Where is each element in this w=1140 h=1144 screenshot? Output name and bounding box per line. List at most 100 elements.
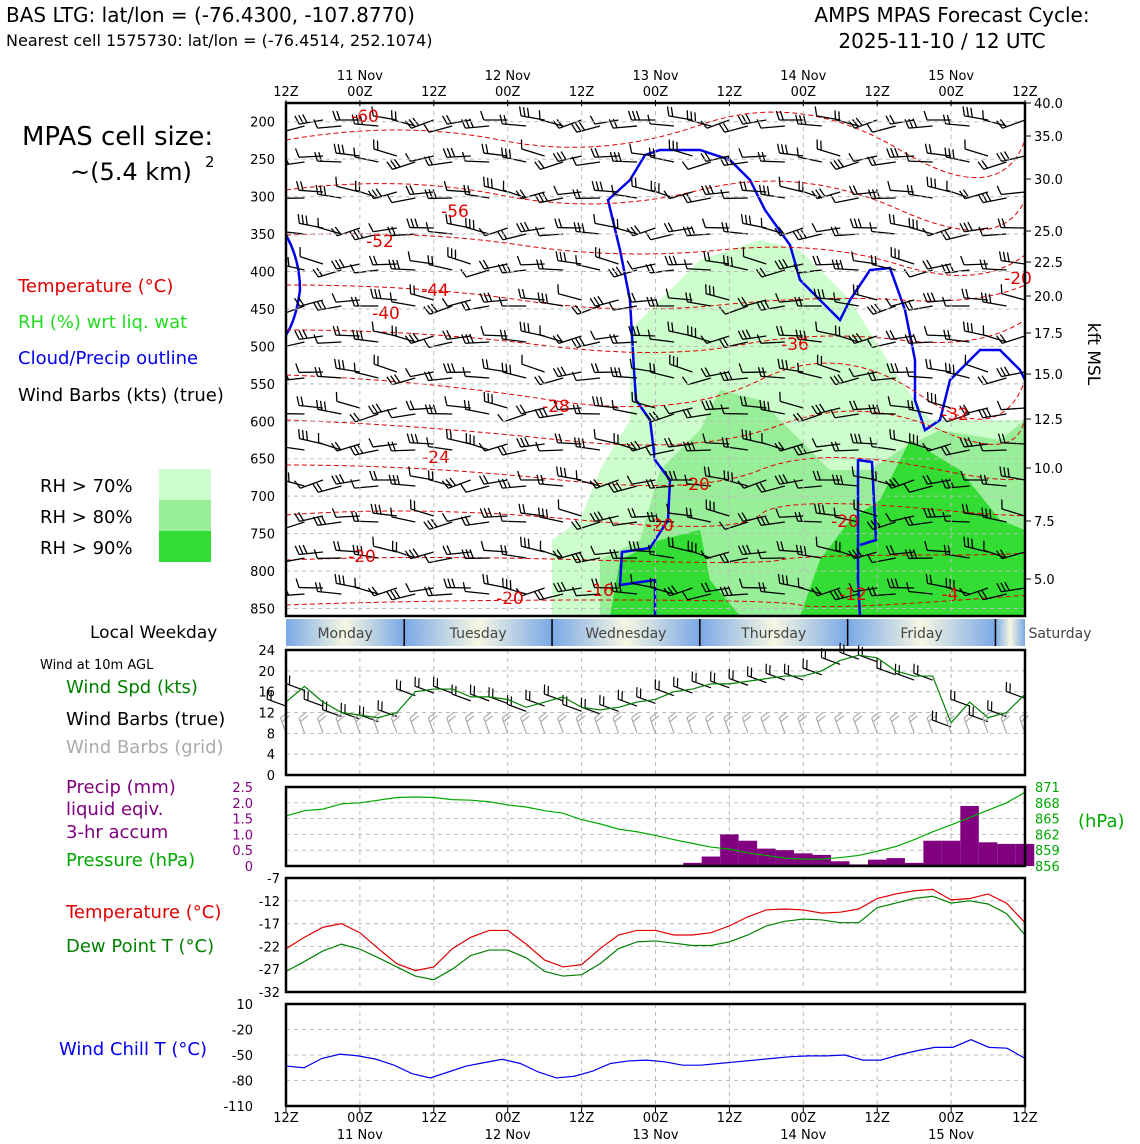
legend-wind10m: Wind at 10m AGL	[40, 658, 154, 673]
wind-barb-flag	[850, 219, 853, 228]
wind-barb-flag	[258, 551, 263, 559]
wind-barb-flag	[482, 144, 484, 153]
wind-barb-flag	[601, 397, 603, 406]
wind-barb-flag	[557, 368, 562, 376]
wind-barb-flag	[450, 430, 451, 439]
bottom-hour-label: 12Z	[864, 1111, 890, 1126]
pressure-tick-label: 450	[250, 303, 275, 318]
wind-barb-flag	[339, 575, 340, 584]
bottom-hour-label: 00Z	[791, 1111, 817, 1126]
wind-barb-flag	[336, 177, 337, 186]
wind-barb-flag	[343, 360, 345, 369]
kft-tick-label: 20.0	[1034, 290, 1063, 305]
wind-barb-flag	[443, 331, 447, 339]
temp-tick-label: -32	[259, 986, 280, 1001]
wind-barb-flag	[981, 292, 982, 301]
wind-barb	[392, 517, 415, 522]
wind-barb-flag	[986, 408, 990, 416]
wind-barb-flag	[931, 293, 935, 302]
wind-barb-flag	[889, 214, 890, 223]
wind-barb-flag	[593, 396, 595, 405]
wind-barb-flag	[447, 545, 451, 554]
wind-barb-flag	[276, 157, 280, 165]
pressure-tick-label: 850	[250, 603, 275, 618]
wind-barb-flag	[964, 537, 965, 546]
wind-barb-flag	[780, 111, 783, 120]
top-date-label: 14 Nov	[780, 69, 826, 84]
wind-barb	[484, 550, 508, 552]
wind-barb-flag	[479, 261, 484, 269]
wind-barb-flag	[301, 181, 303, 190]
wind-barb-flag	[561, 367, 566, 375]
wind-barb-flag	[299, 330, 303, 338]
wind-barb-flag	[296, 363, 299, 372]
wind-barb-flag	[582, 223, 584, 232]
wind-barb-flag	[1001, 368, 1006, 376]
wind-barb-flag	[886, 116, 891, 124]
wind-tick-label: 20	[258, 665, 275, 680]
wind-barb	[447, 405, 471, 408]
wind-barb-flag	[767, 186, 769, 195]
pressure-tick-label: 550	[250, 378, 275, 393]
wind-barb	[355, 372, 378, 378]
temp-tick-label: -7	[267, 872, 280, 887]
kft-tick-label: 17.5	[1034, 327, 1063, 342]
wind-barb	[465, 376, 489, 378]
wind-barb-flag	[258, 368, 263, 376]
wind-barb-flag	[583, 438, 585, 447]
wind-barb-flag	[375, 504, 377, 513]
wind-barb-flag	[852, 251, 854, 260]
wind-barb-flag	[336, 475, 341, 483]
isotherm-label: -60	[351, 107, 379, 127]
wind-barb-flag	[653, 148, 654, 157]
wind-barb-flag	[521, 223, 525, 231]
weekday-label: Thursday	[740, 626, 806, 642]
wind-barb	[317, 342, 341, 343]
wind-barb	[263, 552, 286, 559]
wind-barb-flag	[339, 360, 341, 369]
wind-barb-flag	[982, 376, 987, 384]
wind-barb-flag	[876, 471, 877, 480]
pressure-tick-label: 200	[250, 116, 275, 131]
weekday-segment	[995, 619, 1025, 646]
isotherm-label: -20	[496, 589, 524, 609]
wind-barb-flag	[448, 363, 451, 372]
wind-barb-flag	[572, 124, 577, 132]
wind-barb	[281, 558, 305, 563]
isotherm-label: -36	[781, 335, 809, 355]
wind-barb-flag	[924, 111, 927, 120]
top-hour-label: 00Z	[791, 85, 817, 100]
wind-barb-flag	[357, 330, 359, 339]
wind-barb-flag	[875, 256, 876, 265]
wind-barb-flag	[410, 284, 411, 293]
wind-barb-flag	[506, 263, 510, 272]
legend-pressure: Pressure (hPa)	[66, 850, 195, 871]
wind-barb-flag	[746, 430, 747, 439]
wind-barb-flag	[276, 124, 281, 132]
wind-barb-flag	[595, 148, 598, 157]
pressure-tick-label: 865	[1035, 813, 1060, 828]
wind-barb-flag	[470, 119, 474, 128]
wind-barb-flag	[465, 516, 469, 524]
wind-barb-flag	[516, 406, 521, 414]
wind-barb-flag	[971, 323, 972, 332]
pressure-tick-label: 859	[1035, 844, 1060, 859]
wind-barb-flag	[793, 232, 798, 240]
wind-barb-flag	[890, 330, 894, 338]
wind-barb-flag	[354, 446, 359, 454]
wind-barb-flag	[259, 219, 262, 228]
wind-barb-flag	[406, 401, 410, 410]
wind-barb-flag	[262, 284, 263, 293]
wind-barb-flag	[414, 285, 415, 294]
wind-barb-flag	[427, 437, 429, 446]
wind-barb-flag	[576, 123, 581, 131]
wind-barb-flag	[750, 431, 751, 440]
wind-barb-flag	[283, 223, 285, 232]
kft-tick-label: 25.0	[1034, 225, 1063, 240]
wind-barb-flag	[968, 538, 969, 547]
wind-barb-flag	[447, 148, 450, 157]
wind-barb-flag	[983, 110, 984, 119]
wind-barb-flag	[374, 256, 377, 265]
wind-barb-flag	[598, 296, 603, 304]
wind-barb	[821, 658, 840, 665]
